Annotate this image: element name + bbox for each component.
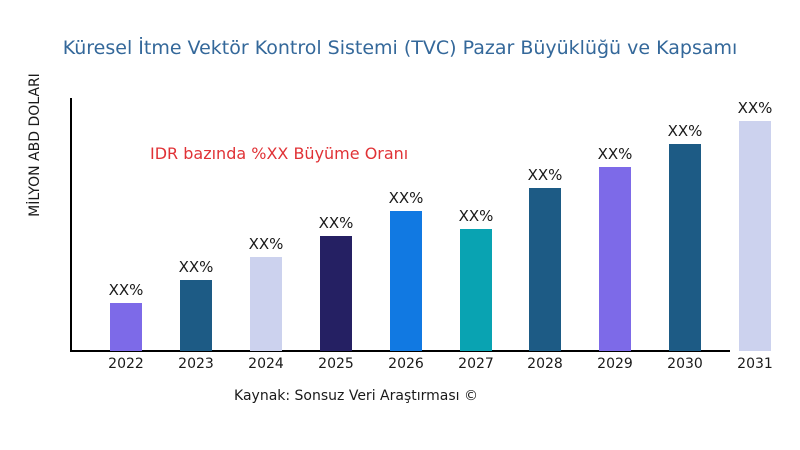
x-tick-2022: 2022 [108,356,144,372]
growth-rate-annotation: IDR bazında %XX Büyüme Oranı [150,144,409,163]
x-tick-2024: 2024 [248,356,284,372]
bar-value-label-2024: XX% [248,235,284,253]
bar-2031 [739,121,771,351]
bar-2024 [250,257,282,351]
y-axis-line [70,98,72,352]
bar-2026 [390,211,422,351]
bar-value-label-2025: XX% [318,214,354,232]
bar-value-label-2023: XX% [178,258,214,276]
bar-2022 [110,303,142,351]
bar-value-label-2026: XX% [388,189,424,207]
x-tick-2026: 2026 [388,356,424,372]
bar-2025 [320,236,352,351]
bar-2028 [529,188,561,351]
bar-value-label-2028: XX% [527,166,563,184]
bar-value-label-2029: XX% [597,145,633,163]
x-tick-2028: 2028 [527,356,563,372]
x-tick-2025: 2025 [318,356,354,372]
bar-2023 [180,280,212,351]
bar-2030 [669,144,701,351]
bar-2029 [599,167,631,351]
x-tick-2030: 2030 [667,356,703,372]
x-axis-line [70,350,730,352]
source-caption: Kaynak: Sonsuz Veri Araştırması © [234,388,478,404]
x-tick-2031: 2031 [737,356,773,372]
y-axis-label: MİLYON ABD DOLARI [27,73,43,217]
bar-value-label-2022: XX% [108,281,144,299]
x-tick-2029: 2029 [597,356,633,372]
bar-value-label-2030: XX% [667,122,703,140]
x-tick-2023: 2023 [178,356,214,372]
bar-value-label-2027: XX% [458,207,494,225]
x-tick-2027: 2027 [458,356,494,372]
bar-value-label-2031: XX% [737,99,773,117]
bar-2027 [460,229,492,351]
chart-title: Küresel İtme Vektör Kontrol Sistemi (TVC… [62,37,738,59]
